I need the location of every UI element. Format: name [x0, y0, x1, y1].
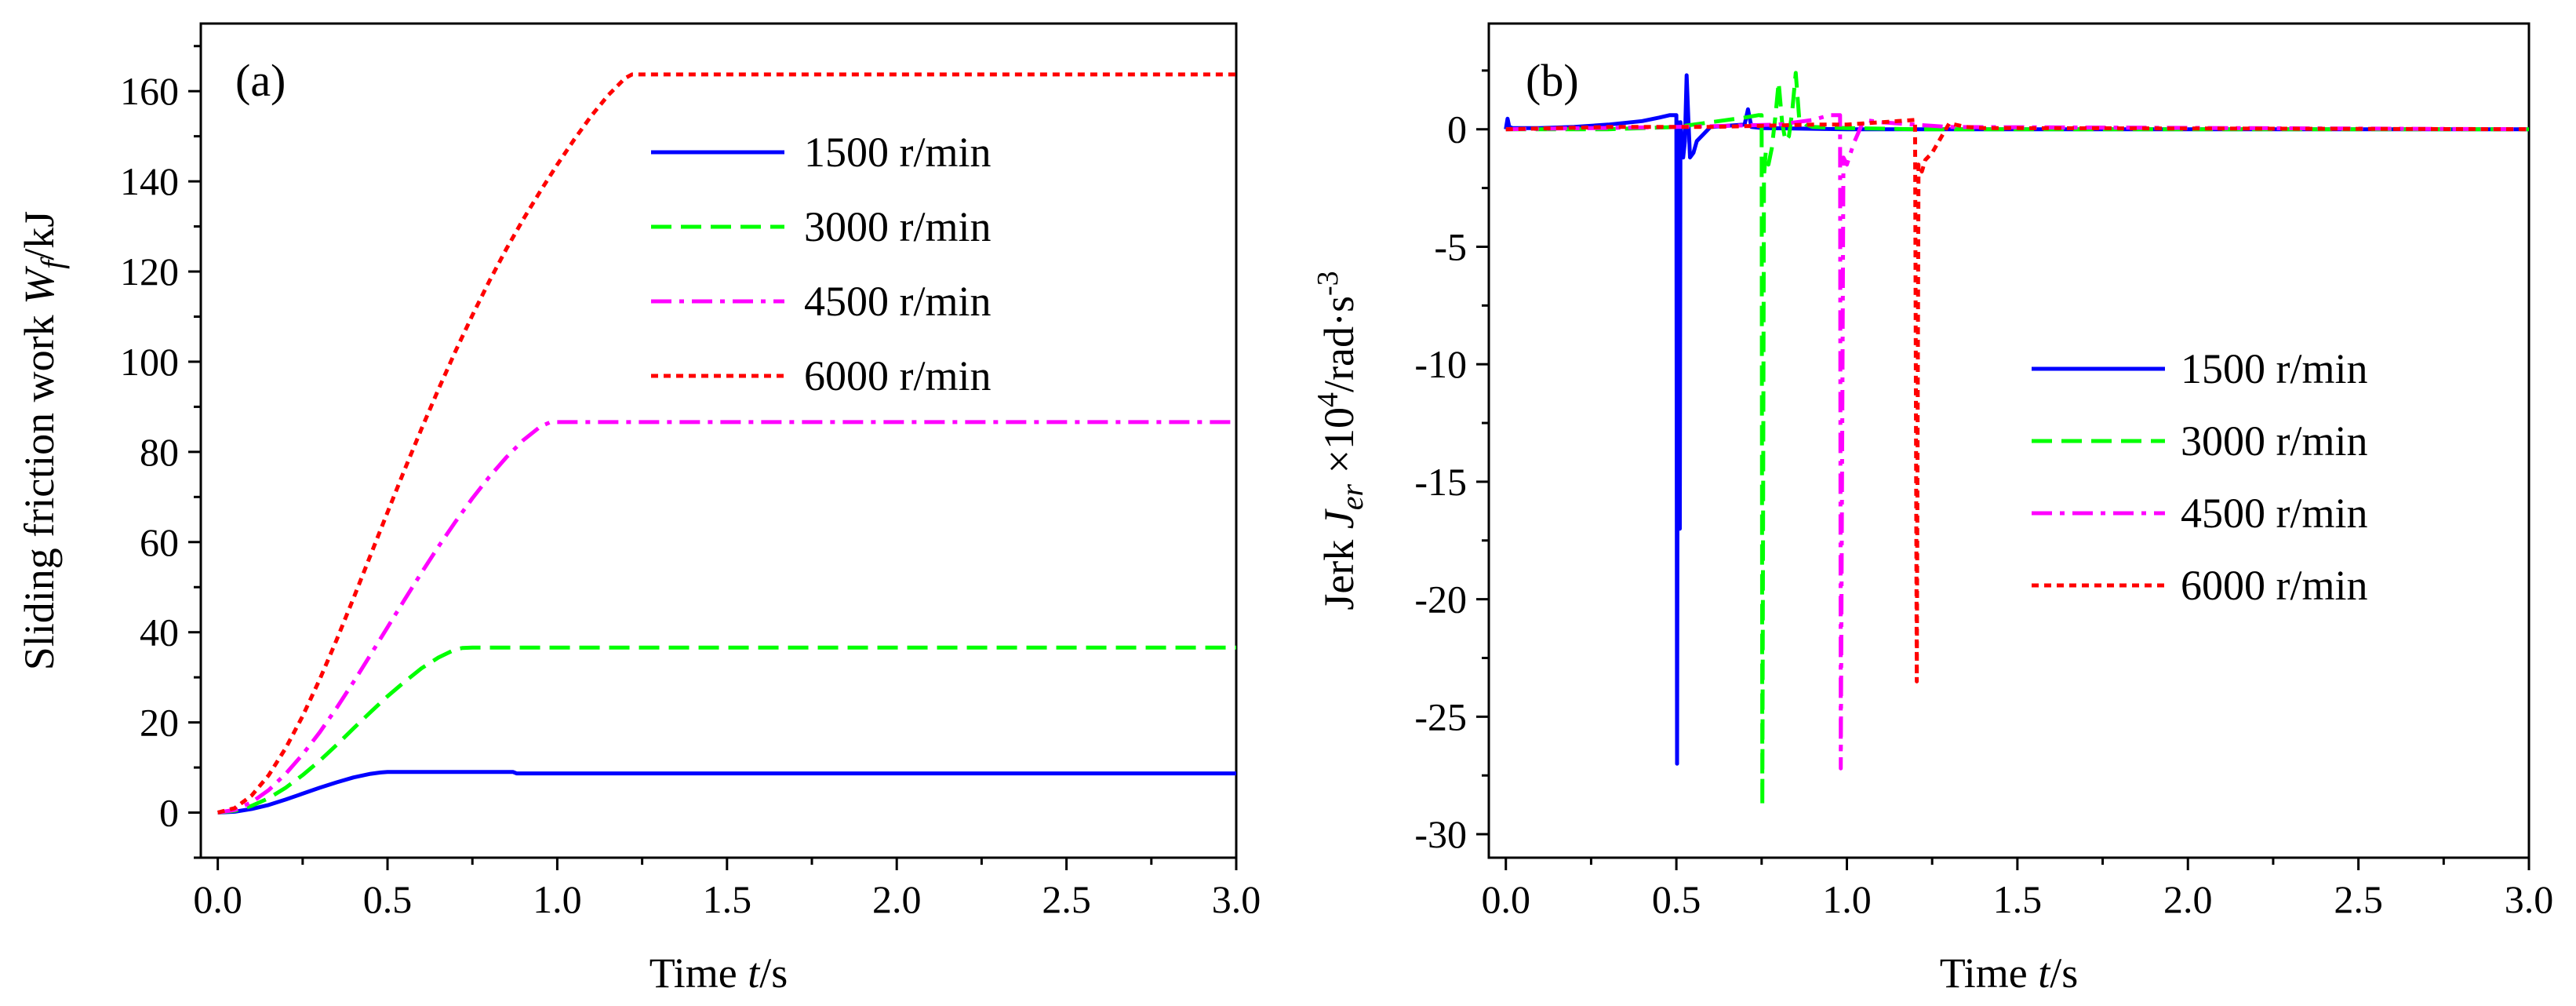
legend-label: 6000 r/min — [2181, 562, 2368, 609]
x-title-prefix: Time — [1940, 950, 2039, 997]
x-tick-label: 0.0 — [193, 877, 242, 921]
legend-label: 4500 r/min — [2181, 490, 2368, 537]
x-tick-label: 0.5 — [363, 877, 413, 921]
series-line-6000 — [1505, 118, 2529, 683]
x-tick-label: 1.5 — [1993, 877, 2043, 921]
x-title-unit: /s — [2050, 950, 2078, 997]
y-tick-label: -25 — [1414, 694, 1467, 738]
x-tick-label: 0.0 — [1481, 877, 1530, 921]
x-title-prefix: Time — [649, 950, 748, 997]
y-title-var: J — [1315, 508, 1363, 529]
legend-label: 3000 r/min — [804, 203, 991, 250]
y-tick-label: 20 — [140, 701, 179, 745]
legend: 1500 r/min 3000 r/min 4500 r/min 6000 r/min — [2032, 345, 2368, 609]
x-tick-label: 1.0 — [1822, 877, 1872, 921]
x-tick-label: 2.5 — [2334, 877, 2383, 921]
legend-label: 6000 r/min — [804, 352, 991, 399]
y-title-mid: ×10 — [1315, 407, 1363, 484]
x-tick-label: 2.5 — [1042, 877, 1091, 921]
chart-panel-a: 0.0 0.5 1.0 1.5 2.0 2.5 3.0 0 20 40 60 80 100 120 140 1… — [16, 22, 1261, 997]
x-axis-title: Time t/s — [1940, 950, 2079, 997]
y-title-prefix: Jerk — [1315, 529, 1363, 610]
x-title-unit: /s — [759, 950, 788, 997]
y-title-unit: /rad·s — [1315, 296, 1363, 392]
legend: 1500 r/min 3000 r/min 4500 r/min 6000 r/min — [651, 129, 991, 399]
series-line-1500 — [217, 770, 1236, 815]
y-title-unit: /kJ — [16, 211, 63, 261]
y-tick-label: 60 — [140, 520, 179, 564]
x-tick-label: 0.5 — [1652, 877, 1701, 921]
y-tick-label: 80 — [140, 430, 179, 474]
y-tick-label: 40 — [140, 611, 179, 654]
series-group — [216, 72, 1236, 815]
x-tick-label: 2.0 — [872, 877, 922, 921]
series-line-1500 — [1504, 73, 2529, 766]
legend-label: 1500 r/min — [2181, 345, 2368, 392]
y-axis-title: Jerk Jer ×104/rad·s-3 — [1312, 271, 1370, 610]
x-title-var: t — [748, 950, 761, 997]
legend-label: 1500 r/min — [804, 129, 991, 176]
x-axis-title: Time t/s — [649, 950, 788, 997]
series-line-6000 — [216, 72, 1236, 815]
y-tick-label: 120 — [120, 250, 179, 293]
legend-label: 3000 r/min — [2181, 417, 2368, 465]
series-line-4500 — [1505, 113, 2529, 771]
x-tick-label: 3.0 — [2505, 877, 2554, 921]
y-tick-label: -30 — [1414, 812, 1467, 856]
plot-frame — [199, 22, 1238, 859]
y-tick-label: 100 — [120, 340, 179, 384]
y-title-unit-sup: -3 — [1312, 271, 1344, 296]
series-line-4500 — [217, 420, 1236, 815]
y-title-sup: 4 — [1312, 392, 1344, 407]
x-tick-label: 2.0 — [2163, 877, 2213, 921]
panel-label: (b) — [1526, 55, 1579, 106]
y-axis-title: Sliding friction work Wf/kJ — [16, 211, 70, 671]
y-tick-label: -5 — [1434, 224, 1467, 268]
chart-panel-b: 0.0 0.5 1.0 1.5 2.0 2.5 3.0 0 -5 -10 -15 -20 -25 -30 1… — [1312, 22, 2554, 997]
legend-label: 4500 r/min — [804, 278, 991, 325]
y-tick-label: -10 — [1414, 342, 1467, 386]
y-tick-label: -15 — [1414, 460, 1467, 504]
x-tick-label: 3.0 — [1212, 877, 1261, 921]
series-group — [1504, 71, 2529, 808]
y-tick-label: 160 — [120, 69, 179, 113]
y-tick-label: -20 — [1414, 578, 1467, 621]
y-tick-label: 140 — [120, 159, 179, 203]
plot-frame — [1487, 22, 2531, 859]
y-title-prefix: Sliding friction work — [16, 304, 63, 670]
panel-label: (a) — [235, 55, 286, 106]
y-tick-label: 0 — [159, 791, 179, 835]
series-line-3000 — [217, 645, 1236, 815]
x-tick-label: 1.5 — [703, 877, 752, 921]
y-tick-label: 0 — [1447, 108, 1467, 151]
series-line-3000 — [1505, 71, 2529, 808]
x-title-var: t — [2038, 950, 2051, 997]
x-tick-label: 1.0 — [533, 877, 582, 921]
y-title-var: W — [16, 265, 63, 304]
y-title-sub: er — [1334, 483, 1370, 510]
